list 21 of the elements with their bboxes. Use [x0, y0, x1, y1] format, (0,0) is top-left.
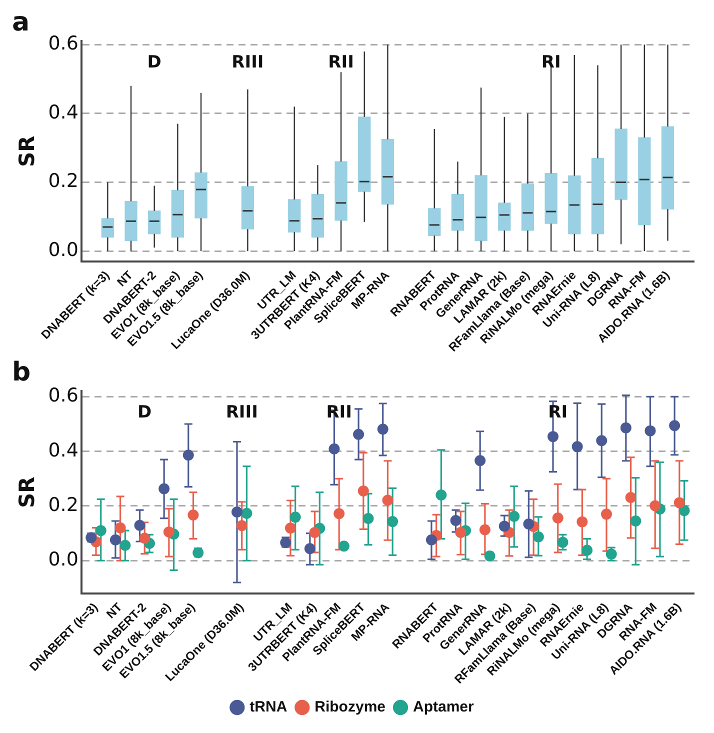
- y-tick-label: 0.0: [48, 239, 78, 262]
- annotation: D: [138, 402, 152, 423]
- y-tick-label: 0.0: [48, 548, 78, 571]
- annotation: D: [147, 52, 162, 73]
- annotation: RIII: [226, 402, 258, 423]
- y-tick-label: 0.4: [48, 101, 78, 124]
- annotation: RIII: [232, 52, 264, 73]
- y-tick-label: 0.6: [48, 384, 78, 407]
- y-axis-title: SR: [15, 476, 40, 508]
- legend-label: Ribozyme: [314, 698, 386, 716]
- y-tick-label: 0.2: [48, 170, 78, 192]
- y-tick-label: 0.6: [48, 32, 78, 55]
- y-tick-label: 0.4: [48, 439, 78, 462]
- chart-title: a: [12, 7, 30, 38]
- annotation: RII: [328, 52, 354, 73]
- y-tick-label: 0.2: [48, 494, 78, 516]
- y-axis-title: SR: [15, 136, 40, 167]
- chart-title: b: [12, 357, 31, 388]
- legend-label: tRNA: [250, 698, 288, 716]
- annotation: RI: [541, 52, 561, 73]
- legend-label: Aptamer: [412, 698, 474, 716]
